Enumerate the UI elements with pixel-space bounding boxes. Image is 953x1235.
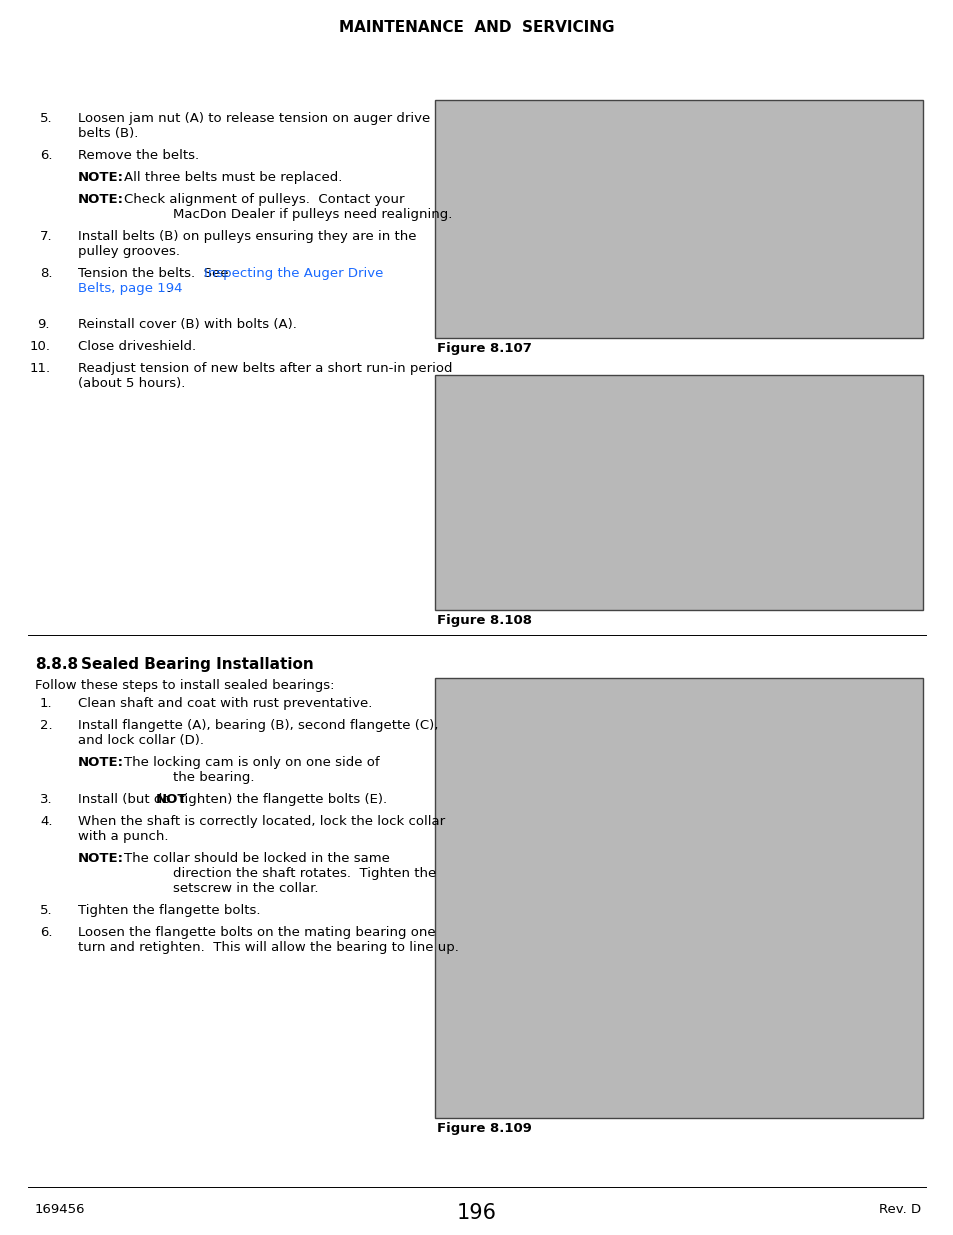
Text: Reinstall cover (B) with bolts (A).: Reinstall cover (B) with bolts (A). bbox=[78, 317, 296, 331]
Bar bbox=[435, 100, 923, 338]
Text: Check alignment of pulleys.  Contact your: Check alignment of pulleys. Contact your bbox=[124, 193, 404, 206]
Text: 9.: 9. bbox=[37, 317, 50, 331]
Text: Loosen jam nut (A) to release tension on auger drive: Loosen jam nut (A) to release tension on… bbox=[78, 112, 430, 125]
Text: setscrew in the collar.: setscrew in the collar. bbox=[172, 882, 318, 895]
Text: direction the shaft rotates.  Tighten the: direction the shaft rotates. Tighten the bbox=[172, 867, 436, 881]
Text: Remove the belts.: Remove the belts. bbox=[78, 149, 199, 162]
Text: (about 5 hours).: (about 5 hours). bbox=[78, 377, 185, 390]
Text: Tighten the flangette bolts.: Tighten the flangette bolts. bbox=[78, 904, 260, 918]
Text: 6.: 6. bbox=[40, 149, 52, 162]
Text: Tension the belts.  See: Tension the belts. See bbox=[78, 267, 233, 280]
Text: 8.: 8. bbox=[40, 267, 52, 280]
Text: MAINTENANCE  AND  SERVICING: MAINTENANCE AND SERVICING bbox=[339, 20, 614, 35]
Text: 11.: 11. bbox=[30, 362, 51, 375]
Text: belts (B).: belts (B). bbox=[78, 127, 138, 140]
Text: Figure 8.109: Figure 8.109 bbox=[436, 1123, 532, 1135]
Text: Loosen the flangette bolts on the mating bearing one: Loosen the flangette bolts on the mating… bbox=[78, 926, 436, 939]
Text: Inspecting the Auger Drive: Inspecting the Auger Drive bbox=[204, 267, 383, 280]
Text: NOTE:: NOTE: bbox=[78, 170, 124, 184]
Text: MacDon Dealer if pulleys need realigning.: MacDon Dealer if pulleys need realigning… bbox=[172, 207, 452, 221]
Text: When the shaft is correctly located, lock the lock collar: When the shaft is correctly located, loc… bbox=[78, 815, 445, 827]
Bar bbox=[435, 375, 923, 610]
Text: The collar should be locked in the same: The collar should be locked in the same bbox=[124, 852, 390, 864]
Text: NOTE:: NOTE: bbox=[78, 852, 124, 864]
Text: The locking cam is only on one side of: The locking cam is only on one side of bbox=[124, 756, 379, 769]
Text: Rev. D: Rev. D bbox=[878, 1203, 920, 1216]
Bar bbox=[435, 678, 923, 1118]
Text: NOTE:: NOTE: bbox=[78, 193, 124, 206]
Text: 196: 196 bbox=[456, 1203, 497, 1223]
Text: 3.: 3. bbox=[40, 793, 52, 806]
Text: 5.: 5. bbox=[40, 904, 52, 918]
Text: NOTE:: NOTE: bbox=[78, 756, 124, 769]
Text: 6.: 6. bbox=[40, 926, 52, 939]
Text: pulley grooves.: pulley grooves. bbox=[78, 245, 180, 258]
Text: 4.: 4. bbox=[40, 815, 52, 827]
Text: 1.: 1. bbox=[40, 697, 52, 710]
Text: Close driveshield.: Close driveshield. bbox=[78, 340, 196, 353]
Text: 2.: 2. bbox=[40, 719, 52, 732]
Text: Figure 8.108: Figure 8.108 bbox=[436, 614, 532, 627]
Text: .: . bbox=[167, 282, 171, 295]
Text: Install belts (B) on pulleys ensuring they are in the: Install belts (B) on pulleys ensuring th… bbox=[78, 230, 416, 243]
Text: Install flangette (A), bearing (B), second flangette (C),: Install flangette (A), bearing (B), seco… bbox=[78, 719, 438, 732]
Text: Belts, page 194: Belts, page 194 bbox=[78, 282, 182, 295]
Text: the bearing.: the bearing. bbox=[172, 771, 254, 784]
Text: 7.: 7. bbox=[40, 230, 52, 243]
Text: Figure 8.107: Figure 8.107 bbox=[436, 342, 532, 354]
Text: tighten) the flangette bolts (E).: tighten) the flangette bolts (E). bbox=[174, 793, 387, 806]
Text: NOT: NOT bbox=[156, 793, 188, 806]
Text: Follow these steps to install sealed bearings:: Follow these steps to install sealed bea… bbox=[35, 679, 335, 692]
Text: 5.: 5. bbox=[40, 112, 52, 125]
Text: with a punch.: with a punch. bbox=[78, 830, 169, 844]
Text: Readjust tension of new belts after a short run-in period: Readjust tension of new belts after a sh… bbox=[78, 362, 452, 375]
Text: 8.8.8: 8.8.8 bbox=[35, 657, 78, 672]
Text: turn and retighten.  This will allow the bearing to line up.: turn and retighten. This will allow the … bbox=[78, 941, 458, 953]
Text: 169456: 169456 bbox=[35, 1203, 86, 1216]
Text: Sealed Bearing Installation: Sealed Bearing Installation bbox=[81, 657, 314, 672]
Text: Install (but do: Install (but do bbox=[78, 793, 174, 806]
Text: All three belts must be replaced.: All three belts must be replaced. bbox=[124, 170, 342, 184]
Text: 10.: 10. bbox=[30, 340, 51, 353]
Text: and lock collar (D).: and lock collar (D). bbox=[78, 734, 204, 747]
Text: Clean shaft and coat with rust preventative.: Clean shaft and coat with rust preventat… bbox=[78, 697, 372, 710]
